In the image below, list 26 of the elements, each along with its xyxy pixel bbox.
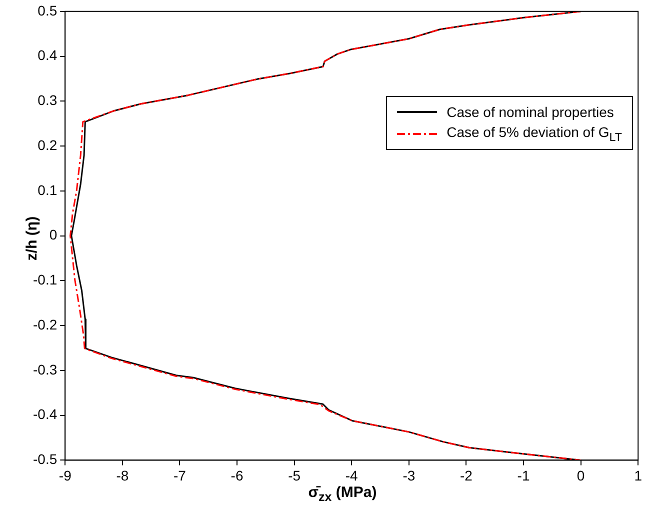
legend-label: Case of nominal properties [446,104,614,120]
x-tick-label: -4 [345,467,358,484]
x-tick-label: -2 [460,467,473,484]
x-tick-label: -6 [230,467,244,484]
y-tick-label: 0 [49,226,58,243]
x-tick-label: -3 [402,467,416,484]
y-tick-label: -0.4 [33,406,58,422]
x-tick-label: -9 [58,467,72,484]
x-tick-label: -8 [116,467,129,484]
y-tick-label: -0.3 [33,361,58,378]
y-tick-label: 0.1 [38,182,58,198]
x-tick-label: 1 [634,467,642,484]
y-tick-label: -0.1 [33,272,58,288]
y-tick-label: -0.2 [33,316,58,332]
x-tick-label: -7 [173,467,186,484]
y-axis-title: z/h (η) [24,216,40,261]
y-tick-label: 0.4 [38,47,58,64]
x-tick-label: -1 [517,467,530,484]
y-tick-label: 0.3 [38,92,58,108]
y-tick-label: 0.2 [38,136,58,153]
legend-label: Case of 5% deviation of G$_{LT}$ [446,124,622,144]
x-axis-title: σ̄$_{zx}$ (MPa) [307,484,378,504]
y-tick-label: -0.5 [33,451,58,468]
x-tick-label: 0 [576,467,585,484]
x-tick-label: -5 [288,467,301,484]
y-tick-label: 0.5 [38,2,58,18]
